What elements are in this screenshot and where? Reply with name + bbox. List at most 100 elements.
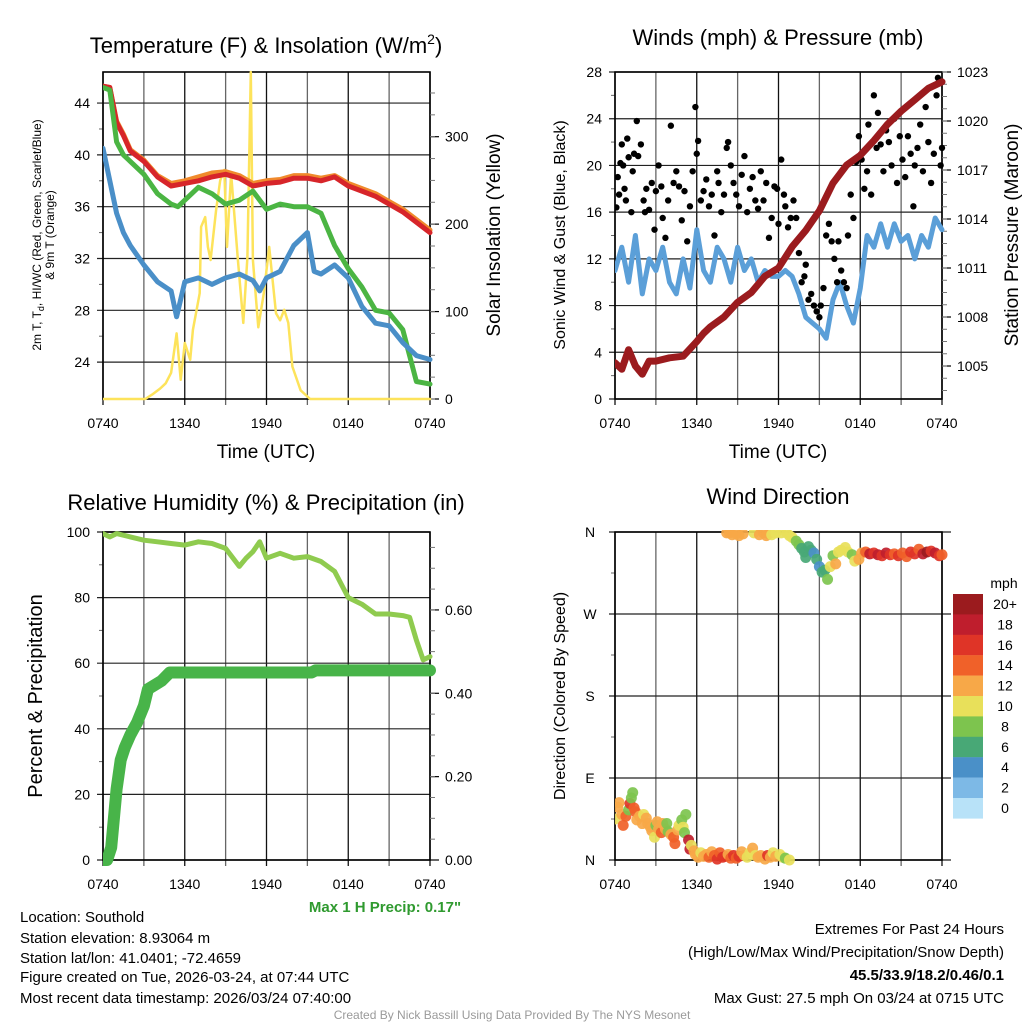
wind-direction-point	[737, 530, 749, 540]
gust-point	[700, 187, 707, 195]
gust-point	[835, 238, 842, 245]
gust-point	[893, 179, 901, 187]
series-td	[103, 85, 433, 387]
gust-point	[825, 220, 833, 228]
y-tick-label: W	[583, 606, 597, 622]
gust-point	[765, 234, 773, 242]
humidity-panel-title: Relative Humidity (%) & Precipitation (i…	[67, 490, 464, 515]
y-tick-label: E	[585, 770, 594, 786]
x-tick-label: 1340	[681, 876, 712, 892]
gust-point	[760, 197, 767, 204]
gust-point	[724, 138, 732, 146]
y2-tick-label: 100	[445, 304, 469, 320]
gust-point	[686, 203, 694, 210]
gust-point	[933, 92, 940, 99]
extremes-values: 45.5/33.9/18.2/0.46/0.1	[850, 967, 1004, 984]
gust-point	[907, 150, 914, 157]
gust-point	[802, 261, 809, 268]
colorbar-swatch	[953, 716, 983, 737]
y-tick-label: 40	[74, 147, 90, 163]
wind-direction-point	[669, 838, 681, 850]
gust-point	[718, 208, 725, 216]
gust-point	[828, 238, 835, 245]
x-tick-label: 0140	[333, 415, 364, 431]
y2-tick-label: 1020	[957, 113, 988, 129]
gust-point	[922, 103, 929, 111]
series-sonic-wind	[615, 215, 945, 341]
colorbar-label: 18	[997, 616, 1013, 632]
gust-point	[749, 173, 756, 181]
gust-point	[746, 185, 754, 192]
colorbar-swatch	[953, 777, 983, 799]
gust-point	[808, 290, 815, 298]
x-tick-label: 0140	[845, 415, 876, 431]
gust-point	[618, 141, 626, 148]
gust-point	[865, 121, 872, 128]
gust-point	[910, 203, 917, 210]
y2-tick-label: 1023	[957, 64, 988, 80]
y-tick-label: 24	[74, 354, 90, 370]
x-tick-label: 0140	[845, 876, 876, 892]
gust-point	[727, 162, 735, 169]
temperature-y-axis-label: 2m T, Td, HI/WC (Red, Green, Scarlet/Blu…	[30, 119, 46, 350]
gust-point	[855, 133, 863, 140]
winds-panel-title: Winds (mph) & Pressure (mb)	[633, 25, 924, 50]
gust-point	[651, 226, 658, 233]
colorbar-label: 0	[1001, 800, 1009, 816]
gust-point	[629, 168, 636, 175]
figure-created: Figure created on Tue, 2026-03-24, at 07…	[20, 969, 350, 986]
gust-point	[790, 197, 797, 204]
plot-area	[103, 70, 433, 401]
gust-point	[692, 103, 699, 111]
gust-point	[713, 168, 721, 175]
gust-point	[914, 144, 921, 152]
gust-point	[723, 144, 730, 152]
wind-direction-point	[680, 808, 692, 820]
colorbar-swatch	[953, 736, 983, 758]
x-tick-label: 0140	[333, 876, 364, 892]
x-tick-label: 1940	[763, 415, 794, 431]
gust-point	[681, 187, 688, 195]
gust-point	[708, 191, 715, 198]
gust-point	[628, 208, 635, 216]
y-tick-label: 36	[74, 199, 90, 215]
y-tick-label: 40	[74, 721, 90, 737]
y-tick-label: 44	[74, 95, 90, 111]
temperature-y-axis-label-line2: & 9m T (Orange)	[43, 190, 57, 280]
gust-point	[775, 220, 782, 228]
gust-point	[735, 203, 743, 210]
gust-point	[637, 141, 645, 148]
gust-point	[733, 191, 740, 198]
y-tick-label: 16	[586, 204, 602, 220]
x-tick-label: 1340	[681, 415, 712, 431]
gust-point	[847, 191, 854, 198]
wind-y-axis-label: Sonic Wind & Gust (Blue, Black)	[552, 120, 569, 349]
colorbar-label: 12	[997, 678, 1013, 694]
gust-point	[615, 191, 623, 198]
gust-point	[689, 168, 696, 175]
wind-direction-point	[830, 558, 842, 570]
gust-point	[810, 302, 818, 309]
x-tick-label: 0740	[414, 415, 445, 431]
gust-point	[877, 141, 884, 148]
y2-tick-label: 1011	[957, 260, 987, 276]
y-tick-label: 20	[74, 786, 90, 802]
gust-point	[938, 144, 946, 152]
gust-point	[798, 279, 805, 286]
gust-point	[780, 191, 788, 198]
gust-point	[911, 162, 918, 169]
gust-point	[621, 185, 628, 192]
gust-point	[822, 232, 830, 239]
x-tick-label: 0740	[926, 415, 957, 431]
gust-point	[805, 296, 812, 303]
wind-direction-point	[936, 549, 948, 561]
gust-point	[843, 284, 850, 292]
winds-x-axis-label: Time (UTC)	[729, 442, 828, 463]
x-tick-label: 0740	[87, 415, 118, 431]
gust-point	[874, 109, 882, 117]
gust-point	[645, 206, 653, 214]
gust-point	[624, 135, 631, 142]
x-tick-label: 0740	[599, 415, 630, 431]
gust-point	[930, 150, 938, 157]
